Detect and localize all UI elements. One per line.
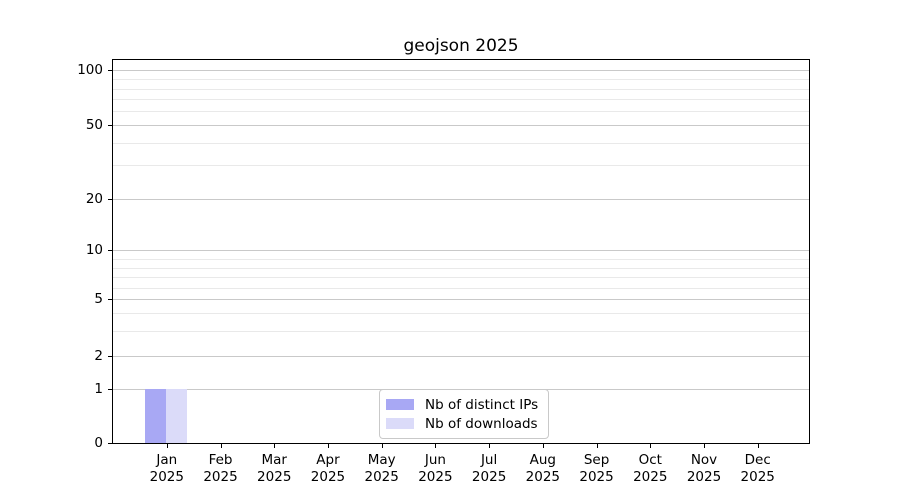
y-tick-label: 2 — [94, 348, 103, 364]
x-tick-mark — [166, 444, 168, 448]
legend-entry-downloads: Nb of downloads — [386, 416, 540, 432]
y-tick-mark — [108, 356, 112, 357]
x-tick-mark — [435, 444, 437, 448]
x-tick-label: Oct 2025 — [633, 452, 668, 485]
x-tick-label: Dec 2025 — [740, 452, 775, 485]
y-tick-label: 20 — [85, 191, 103, 207]
legend: Nb of distinct IPs Nb of downloads — [379, 389, 549, 439]
legend-swatch-downloads-icon — [386, 418, 414, 429]
x-tick-label: Feb 2025 — [203, 452, 238, 485]
y-tick-label: 100 — [77, 62, 103, 78]
y-gridline-major — [113, 199, 809, 200]
x-tick-mark — [220, 444, 222, 448]
y-tick-label: 0 — [94, 435, 103, 451]
y-gridline-minor — [113, 331, 809, 332]
x-tick-mark — [757, 444, 759, 448]
y-gridline-major — [113, 356, 809, 357]
y-gridline-minor — [113, 143, 809, 144]
x-tick-label: Aug 2025 — [525, 452, 560, 485]
bar-distinct-ips — [144, 389, 166, 443]
y-tick-mark — [108, 125, 112, 126]
y-tick-label: 50 — [85, 117, 103, 133]
y-gridline-minor — [113, 288, 809, 289]
y-gridline-major — [113, 299, 809, 300]
x-tick-label: Jan 2025 — [149, 452, 184, 485]
x-tick-mark — [650, 444, 652, 448]
y-gridline-minor — [113, 79, 809, 80]
y-tick-mark — [108, 443, 112, 444]
plot-area — [112, 59, 810, 444]
y-tick-mark — [108, 199, 112, 200]
x-tick-mark — [327, 444, 329, 448]
y-tick-mark — [108, 250, 112, 251]
x-tick-label: Apr 2025 — [310, 452, 346, 485]
x-tick-label: Nov 2025 — [686, 452, 722, 485]
x-tick-label: Jul 2025 — [471, 452, 507, 485]
y-gridline-minor — [113, 268, 809, 269]
legend-label-distinct-ips: Nb of distinct IPs — [425, 396, 539, 413]
x-tick-mark — [381, 444, 383, 448]
x-tick-label: May 2025 — [364, 452, 399, 485]
y-tick-mark — [108, 70, 112, 71]
x-tick-mark — [704, 444, 705, 448]
x-tick-label: Mar 2025 — [257, 452, 292, 485]
x-tick-label: Jun 2025 — [418, 452, 453, 485]
y-gridline-major — [113, 70, 809, 71]
x-tick-mark — [542, 444, 544, 448]
legend-label-downloads: Nb of downloads — [425, 415, 538, 432]
y-gridline-minor — [113, 277, 809, 278]
y-tick-mark — [108, 389, 112, 390]
y-gridline-major — [113, 250, 809, 251]
y-gridline-minor — [113, 259, 809, 260]
legend-swatch-distinct-ips-icon — [386, 399, 414, 410]
y-gridline-minor — [113, 165, 809, 166]
y-gridline-minor — [113, 99, 809, 100]
y-tick-label: 5 — [94, 291, 103, 307]
x-tick-mark — [489, 444, 491, 448]
legend-entry-distinct-ips: Nb of distinct IPs — [386, 397, 540, 413]
x-tick-mark — [596, 444, 598, 448]
y-tick-label: 10 — [85, 242, 103, 258]
x-tick-label: Sep 2025 — [579, 452, 614, 485]
x-tick-mark — [274, 444, 276, 448]
chart-title: geojson 2025 — [403, 36, 519, 56]
bar-downloads — [165, 389, 187, 443]
y-tick-label: 1 — [94, 381, 103, 397]
y-gridline-minor — [113, 111, 809, 112]
y-tick-mark — [108, 299, 112, 300]
y-gridline-minor — [113, 89, 809, 90]
y-gridline-minor — [113, 313, 809, 314]
y-gridline-major — [113, 125, 809, 126]
